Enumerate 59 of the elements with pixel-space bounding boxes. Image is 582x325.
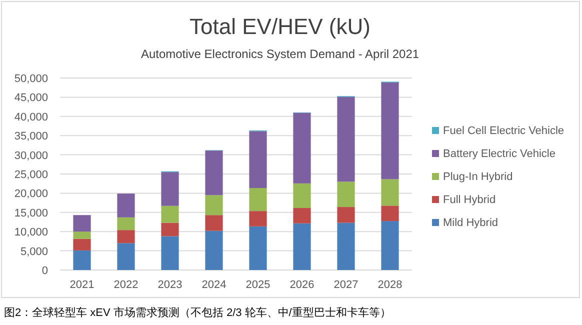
x-tick-label: 2028 [378, 279, 402, 291]
bar [337, 182, 355, 208]
bar [205, 195, 223, 216]
bar [161, 236, 179, 270]
bar [381, 82, 399, 180]
bar [73, 232, 91, 239]
legend-label: Battery Electric Vehicle [443, 148, 556, 160]
bar [205, 150, 223, 196]
y-tick-label: 15,000 [14, 207, 48, 220]
bar [381, 179, 399, 206]
y-tick-label: 50,000 [14, 73, 48, 85]
bar [117, 243, 135, 270]
x-tick-label: 2022 [114, 279, 138, 291]
legend-label: Plug-In Hybrid [443, 171, 513, 183]
bar [381, 221, 399, 270]
bar [337, 207, 355, 223]
bar [249, 131, 267, 188]
x-tick-label: 2024 [202, 279, 226, 291]
bar [293, 112, 311, 184]
chart-title: Total EV/HEV (kU) [190, 14, 370, 39]
bar [205, 230, 223, 270]
legend-label: Mild Hybrid [443, 217, 498, 229]
bar [337, 222, 355, 270]
bar [205, 215, 223, 231]
bar [337, 96, 355, 182]
caption: 图2：全球轻型车 xEV 市场需求预测（不包括 2/3 轮车、中/重型巴士和卡车等） [4, 306, 391, 319]
bar [73, 215, 91, 232]
bar [293, 223, 311, 270]
y-tick-label: 25,000 [14, 169, 48, 181]
x-tick-label: 2021 [70, 279, 94, 291]
bar [73, 238, 91, 250]
bar [293, 208, 311, 224]
bar [161, 206, 179, 223]
y-tick-label: 40,000 [14, 111, 48, 124]
y-tick-label: 0 [42, 265, 48, 277]
bar [117, 194, 135, 218]
y-tick-label: 10,000 [14, 226, 48, 239]
y-tick-label: 30,000 [14, 150, 48, 162]
x-tick-label: 2026 [290, 279, 314, 291]
x-tick-label: 2023 [158, 279, 182, 291]
y-tick-label: 5,000 [20, 246, 48, 258]
bar [161, 222, 179, 236]
bar [249, 226, 267, 270]
bar [249, 188, 267, 212]
bar [381, 206, 399, 222]
bar [117, 217, 135, 230]
bar [161, 172, 179, 206]
y-tick-label: 20,000 [14, 188, 48, 200]
y-tick-label: 45,000 [14, 92, 48, 104]
legend-label: Full Hybrid [443, 194, 496, 206]
y-tick-label: 35,000 [14, 130, 48, 143]
x-tick-label: 2027 [334, 279, 358, 291]
bar [73, 250, 91, 270]
bar [117, 230, 135, 244]
x-tick-label: 2025 [246, 279, 270, 291]
legend-label: Fuel Cell Electric Vehicle [443, 125, 564, 137]
bar [249, 211, 267, 226]
chart-subtitle: Automotive Electronics System Demand - April 2021 [140, 47, 420, 61]
bar [293, 183, 311, 208]
